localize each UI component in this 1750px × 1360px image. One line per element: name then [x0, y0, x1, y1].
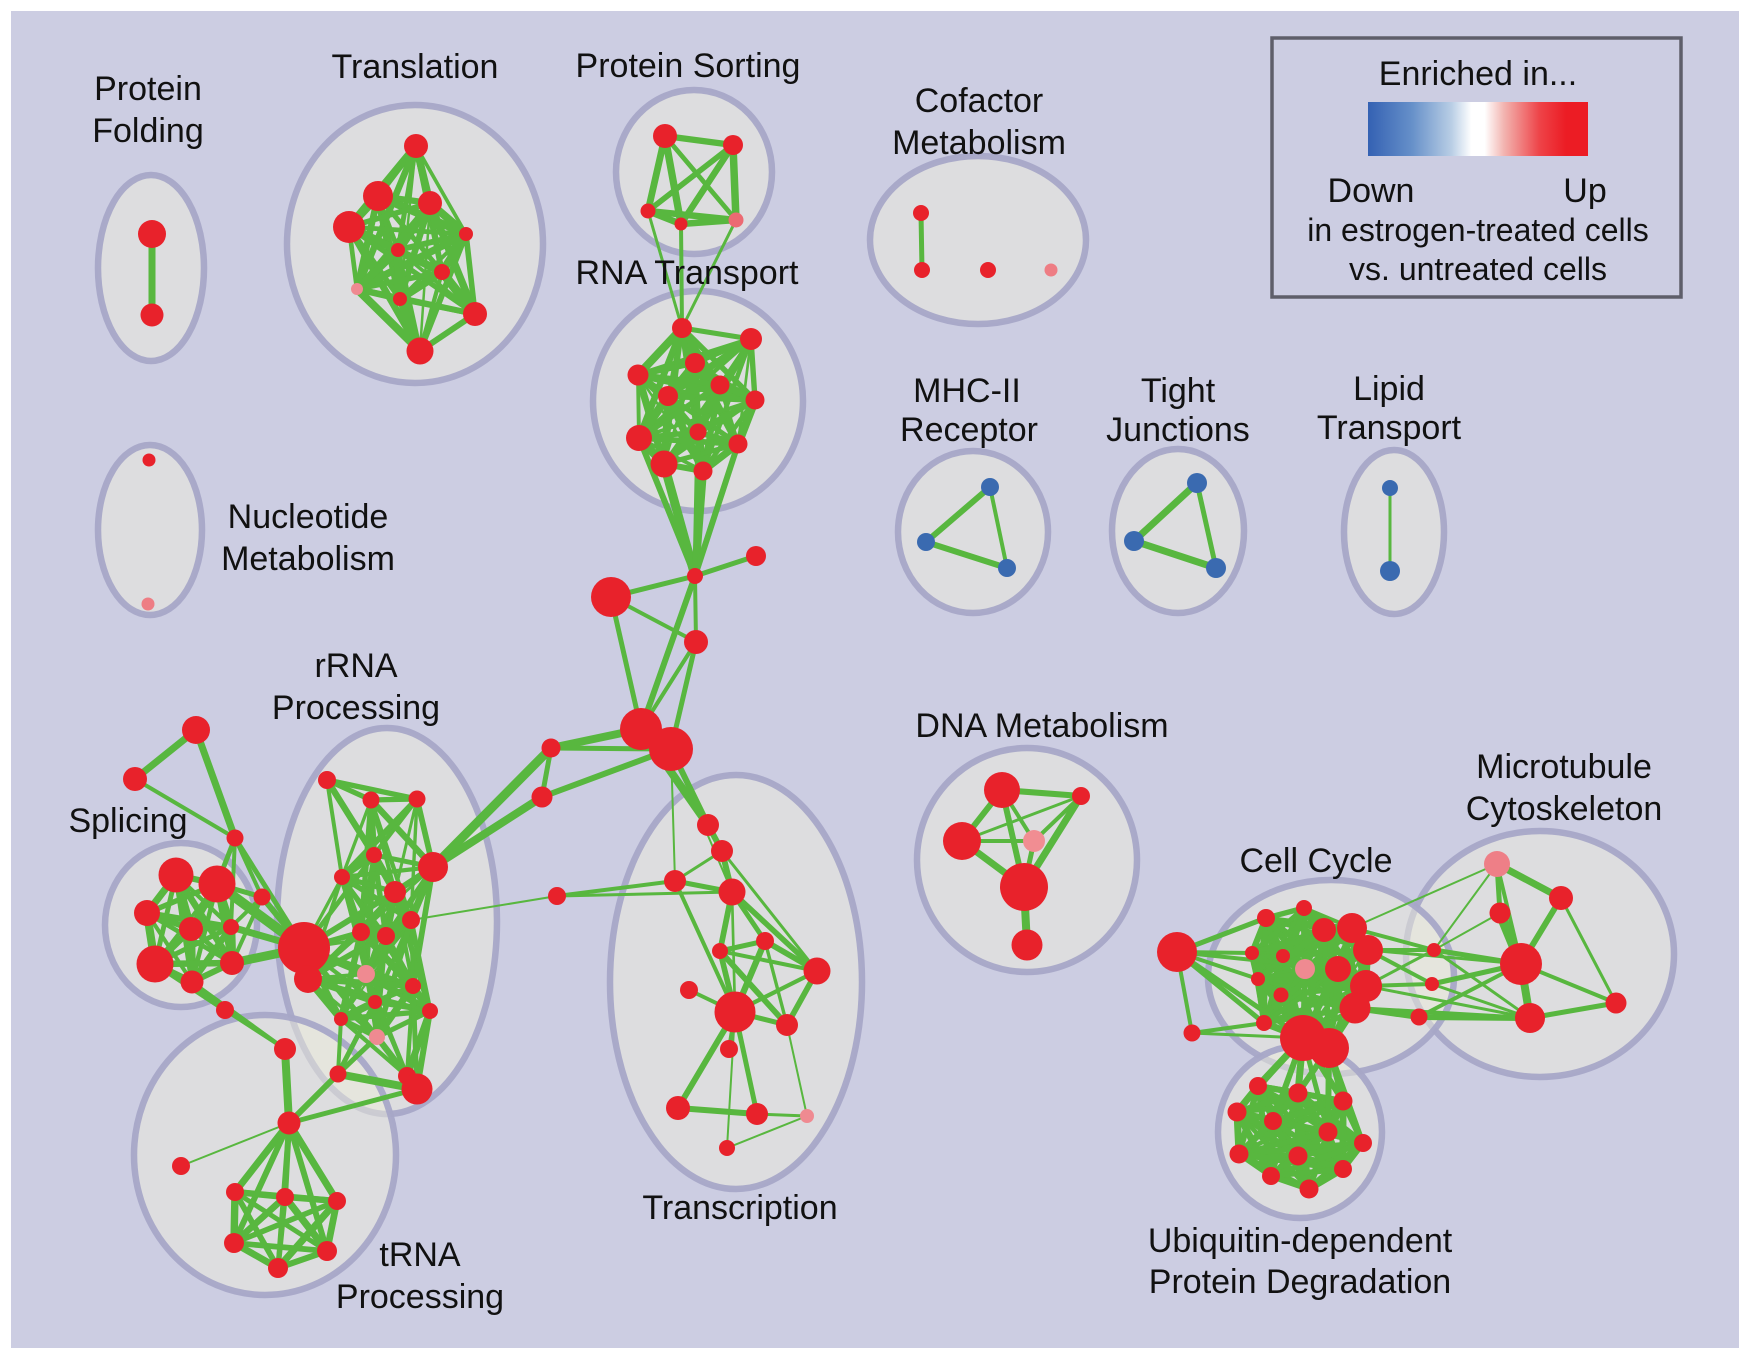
svg-text:Receptor: Receptor [900, 411, 1038, 449]
svg-text:Transport: Transport [1317, 409, 1462, 447]
svg-text:Transcription: Transcription [642, 1189, 837, 1227]
svg-text:Up: Up [1563, 172, 1606, 210]
svg-text:Tight: Tight [1141, 372, 1216, 410]
svg-text:Protein Degradation: Protein Degradation [1149, 1263, 1451, 1301]
svg-text:Protein Sorting: Protein Sorting [576, 47, 801, 85]
svg-text:Processing: Processing [272, 689, 440, 727]
svg-text:Metabolism: Metabolism [892, 124, 1066, 162]
svg-text:Translation: Translation [332, 48, 499, 86]
svg-text:Nucleotide: Nucleotide [228, 498, 389, 536]
svg-text:RNA Transport: RNA Transport [576, 254, 800, 292]
svg-text:Cytoskeleton: Cytoskeleton [1466, 790, 1663, 828]
svg-text:Enriched in...: Enriched in... [1379, 55, 1577, 93]
svg-text:Splicing: Splicing [68, 802, 187, 840]
svg-text:Ubiquitin-dependent: Ubiquitin-dependent [1148, 1222, 1453, 1260]
svg-text:DNA Metabolism: DNA Metabolism [915, 707, 1168, 745]
svg-text:Metabolism: Metabolism [221, 540, 395, 578]
svg-text:Junctions: Junctions [1106, 411, 1250, 449]
svg-text:rRNA: rRNA [314, 647, 397, 685]
svg-text:Lipid: Lipid [1353, 370, 1425, 408]
svg-text:Processing: Processing [336, 1278, 504, 1316]
svg-text:in estrogen-treated cells: in estrogen-treated cells [1307, 212, 1649, 248]
svg-text:vs. untreated cells: vs. untreated cells [1349, 251, 1607, 287]
svg-text:Folding: Folding [92, 112, 204, 150]
svg-text:tRNA: tRNA [379, 1236, 461, 1274]
svg-text:Protein: Protein [94, 70, 202, 108]
svg-text:Down: Down [1328, 172, 1415, 210]
svg-text:Cell Cycle: Cell Cycle [1239, 842, 1392, 880]
svg-text:Microtubule: Microtubule [1476, 748, 1652, 786]
svg-text:Cofactor: Cofactor [915, 82, 1044, 120]
svg-text:MHC-II: MHC-II [913, 372, 1021, 410]
